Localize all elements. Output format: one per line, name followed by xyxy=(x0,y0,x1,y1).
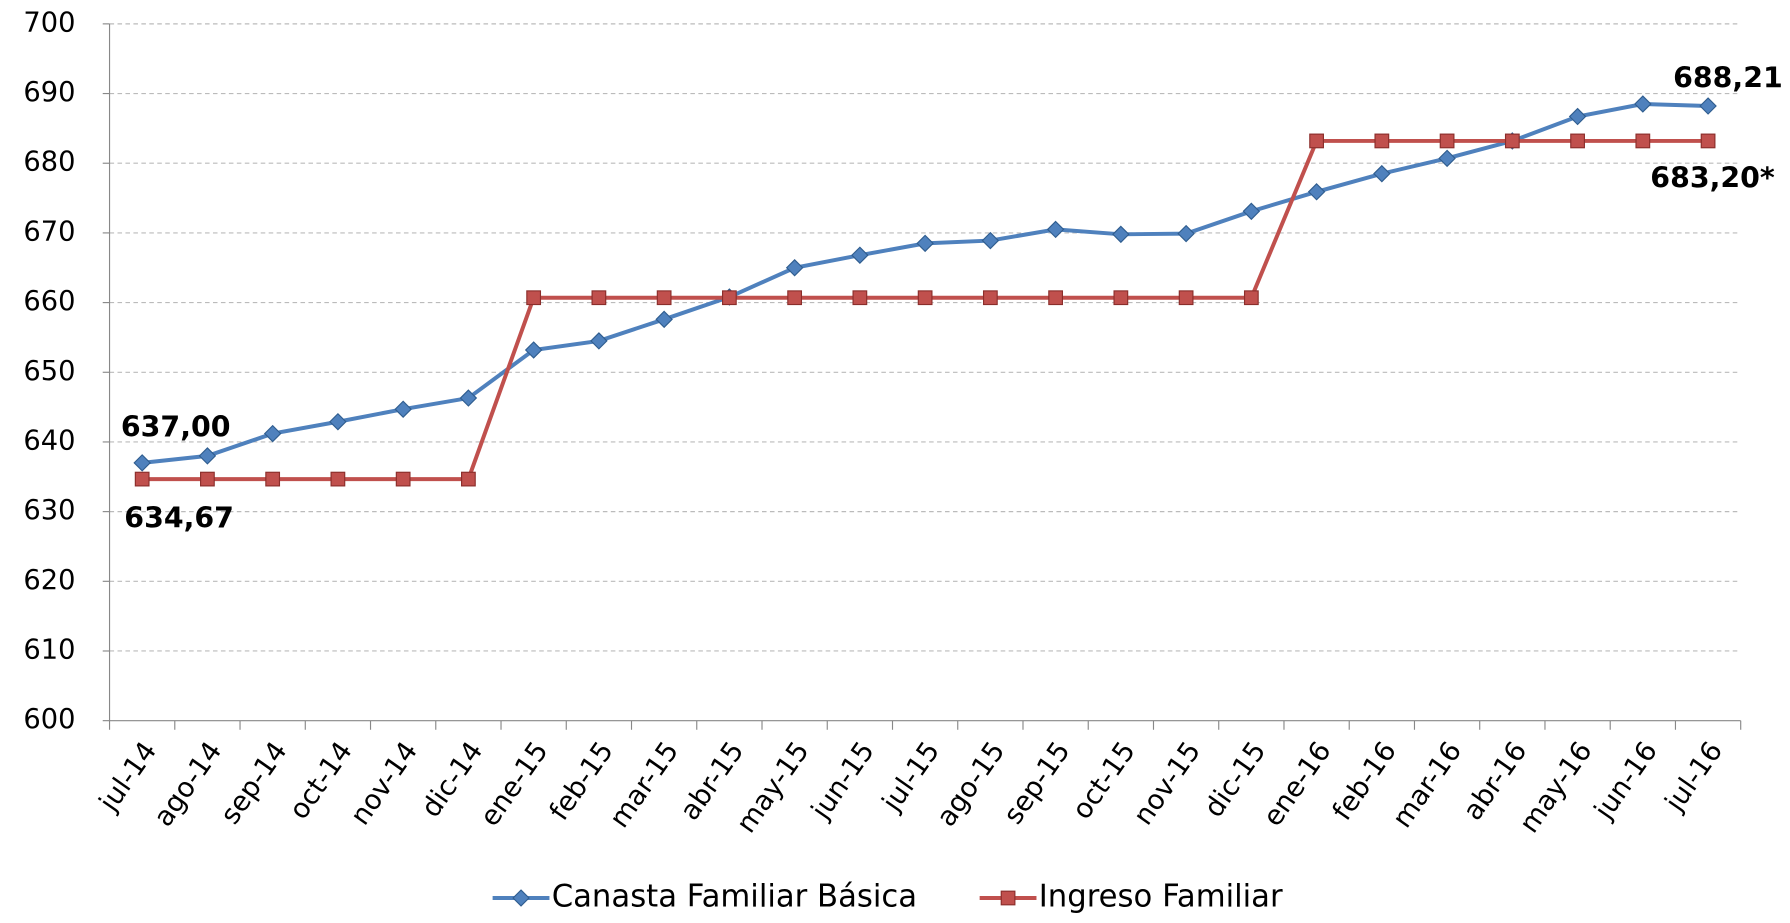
legend-item: Canasta Familiar Básica xyxy=(492,879,917,914)
data-point xyxy=(265,471,281,487)
x-tick-label: mar-15 xyxy=(604,736,685,833)
x-tick-label: sep-15 xyxy=(998,736,1077,830)
data-point xyxy=(200,471,215,487)
data-point xyxy=(1373,164,1391,183)
data-point xyxy=(1374,133,1390,149)
x-tick-label: ago-14 xyxy=(148,736,228,832)
x-tick-label: jul-14 xyxy=(93,736,163,818)
data-point xyxy=(916,234,934,253)
data-point xyxy=(1635,133,1651,149)
data-point xyxy=(655,310,673,329)
x-tick-label: jul-15 xyxy=(876,736,946,818)
y-tick-label: 620 xyxy=(23,565,75,596)
data-point xyxy=(1243,290,1259,306)
x-tick-label: jun-15 xyxy=(805,736,881,826)
data-point xyxy=(1046,220,1065,239)
data-point xyxy=(1177,224,1195,243)
data-point xyxy=(394,400,412,418)
data-point xyxy=(982,290,998,306)
data-point xyxy=(1699,97,1717,115)
data-point xyxy=(395,471,411,487)
data-point xyxy=(459,389,478,407)
data-point xyxy=(785,258,804,277)
data-point xyxy=(461,471,476,487)
legend-label: Canasta Familiar Básica xyxy=(552,879,917,914)
x-tick-label: ene-16 xyxy=(1257,736,1337,832)
data-point xyxy=(526,290,542,306)
data-point xyxy=(1439,133,1455,149)
data-point xyxy=(1570,133,1585,149)
x-tick-label: ago-15 xyxy=(931,736,1011,832)
x-tick-label: jul-16 xyxy=(1659,736,1729,818)
data-point xyxy=(329,412,347,431)
x-tick-label: ene-15 xyxy=(475,736,555,832)
y-tick-label: 680 xyxy=(23,147,75,178)
series-line xyxy=(142,138,1709,482)
data-point xyxy=(1438,149,1456,168)
data-point xyxy=(721,290,737,306)
data-point xyxy=(852,290,868,306)
data-point xyxy=(787,290,803,306)
annotation: 637,00 xyxy=(121,411,231,444)
legend-label: Ingreso Familiar xyxy=(1039,879,1283,914)
data-point xyxy=(656,290,672,306)
data-point xyxy=(263,424,282,443)
data-point xyxy=(1634,95,1652,113)
x-tick-label: nov-15 xyxy=(1128,736,1207,831)
data-point xyxy=(1242,202,1261,221)
y-tick-label: 670 xyxy=(23,216,75,247)
data-point xyxy=(1113,290,1129,306)
data-point xyxy=(1504,133,1520,149)
data-point xyxy=(1048,290,1064,306)
series-line xyxy=(141,102,1709,465)
data-point xyxy=(851,246,869,264)
data-point xyxy=(134,471,150,487)
legend-marker xyxy=(512,889,530,907)
data-point xyxy=(1309,133,1324,149)
y-tick-label: 650 xyxy=(23,356,75,387)
annotation: 688,21 xyxy=(1673,62,1783,95)
data-point xyxy=(198,447,217,465)
data-point xyxy=(981,231,1000,250)
data-point xyxy=(1112,225,1130,244)
annotation: 683,20* xyxy=(1650,162,1775,195)
x-tick-label: jun-16 xyxy=(1588,736,1664,826)
legend-marker xyxy=(1000,890,1016,906)
data-point xyxy=(591,290,607,306)
y-tick-label: 640 xyxy=(23,425,75,456)
y-tick-label: 660 xyxy=(23,286,75,317)
data-point xyxy=(133,454,151,472)
y-tick-label: 630 xyxy=(23,495,75,526)
data-point xyxy=(917,290,933,306)
legend-item: Ingreso Familiar xyxy=(979,879,1283,914)
x-tick-label: mar-16 xyxy=(1387,736,1468,833)
y-tick-label: 690 xyxy=(23,77,75,108)
data-point xyxy=(1700,133,1716,149)
data-point xyxy=(590,332,608,350)
annotation: 634,67 xyxy=(124,501,234,534)
y-tick-label: 600 xyxy=(23,704,75,735)
data-point xyxy=(1568,107,1587,126)
data-point xyxy=(330,471,346,487)
data-point xyxy=(1178,290,1194,306)
data-point xyxy=(524,341,543,359)
x-tick-label: nov-14 xyxy=(345,736,424,831)
x-tick-label: sep-14 xyxy=(215,736,294,830)
y-tick-label: 700 xyxy=(23,7,75,38)
y-tick-label: 610 xyxy=(23,634,75,665)
data-point xyxy=(1307,183,1326,201)
